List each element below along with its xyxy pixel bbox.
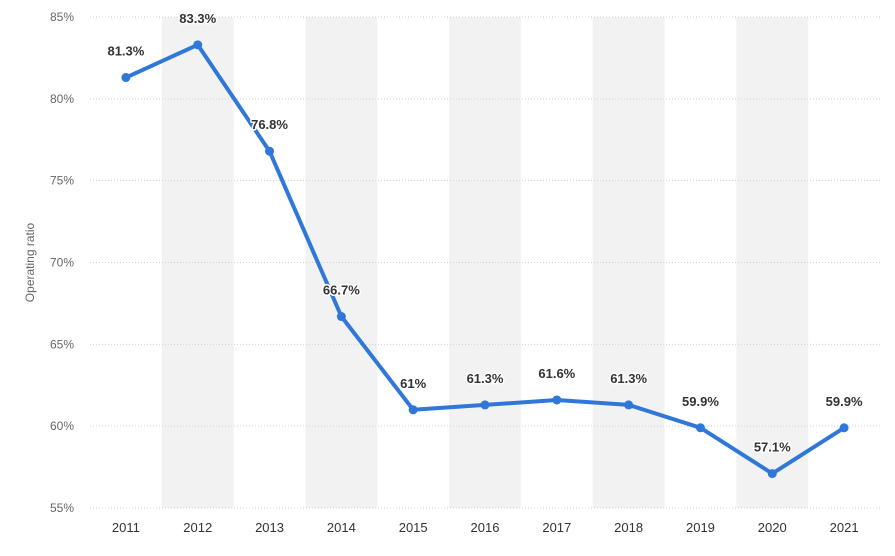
x-tick-label: 2018 xyxy=(614,520,643,535)
data-label: 83.3% xyxy=(179,11,216,26)
data-point[interactable] xyxy=(408,405,418,415)
background-band xyxy=(161,17,234,508)
background-band xyxy=(449,17,521,508)
background-bands xyxy=(161,17,809,508)
data-label: 61.3% xyxy=(610,371,647,386)
data-point[interactable] xyxy=(336,312,346,322)
data-label: 66.7% xyxy=(323,283,360,298)
x-tick-label: 2019 xyxy=(686,520,715,535)
data-point[interactable] xyxy=(121,73,131,83)
data-label: 61.6% xyxy=(538,366,575,381)
data-label: 81.3% xyxy=(107,44,144,59)
data-point[interactable] xyxy=(265,146,275,156)
y-tick-label: 70% xyxy=(50,256,74,270)
background-band xyxy=(736,17,809,508)
data-labels: 81.3% 83.3% 76.8% 66.7% 61% 61.3% 61.6% 61.3% 59… xyxy=(106,9,864,456)
data-point[interactable] xyxy=(552,395,562,405)
data-point[interactable] xyxy=(695,423,705,433)
y-tick-label: 80% xyxy=(50,92,74,106)
x-tick-label: 2012 xyxy=(183,520,212,535)
y-tick-label: 75% xyxy=(50,174,74,188)
x-tick-label: 2011 xyxy=(112,520,140,535)
y-tick-label: 65% xyxy=(50,337,74,351)
x-tick-label: 2014 xyxy=(327,520,356,535)
x-tick-label: 2020 xyxy=(758,520,787,535)
data-label: 61% xyxy=(400,376,426,391)
x-tick-label: 2017 xyxy=(542,520,571,535)
background-band xyxy=(592,17,665,508)
data-point[interactable] xyxy=(480,400,490,410)
x-tick-label: 2016 xyxy=(471,520,500,535)
data-points xyxy=(121,40,849,479)
data-label: 57.1% xyxy=(754,440,791,455)
data-point[interactable] xyxy=(767,469,777,479)
data-point[interactable] xyxy=(839,423,849,433)
y-tick-label: 85% xyxy=(50,10,74,24)
data-point[interactable] xyxy=(624,400,634,410)
y-axis-ticks: 55% 60% 65% 70% 75% 80% 85% xyxy=(50,10,74,515)
y-axis-label: Operating ratio xyxy=(23,222,37,302)
data-label: 59.9% xyxy=(826,394,863,409)
data-label: 59.9% xyxy=(682,394,719,409)
x-tick-label: 2021 xyxy=(830,520,859,535)
data-label: 61.3% xyxy=(467,371,504,386)
data-label: 76.8% xyxy=(251,117,288,132)
y-tick-label: 55% xyxy=(50,501,74,515)
x-axis-ticks: 2011 2012 2013 2014 2015 2016 2017 2018 2019 2020… xyxy=(112,520,859,535)
x-tick-label: 2015 xyxy=(399,520,428,535)
x-tick-label: 2013 xyxy=(255,520,284,535)
data-point[interactable] xyxy=(193,40,203,50)
y-tick-label: 60% xyxy=(50,419,74,433)
